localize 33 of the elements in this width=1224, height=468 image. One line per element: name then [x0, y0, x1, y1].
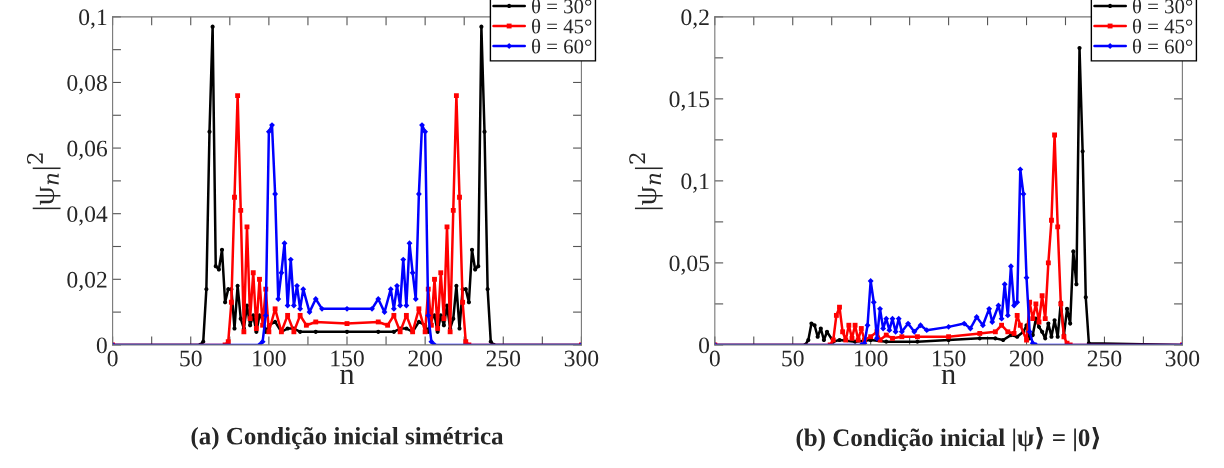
text: (b) Condição inicial |ψ⟩ = |0⟩ [796, 426, 1100, 452]
x-tick-label: 150 [331, 350, 364, 367]
x-axis-title: n [941, 369, 956, 385]
y-tick-label: 0,15 [669, 91, 710, 111]
legend-label: θ = 45° [532, 18, 592, 34]
x-axis-title: n [340, 369, 355, 385]
x-tick-label: 300 [1165, 350, 1200, 367]
x-tick-label: 300 [564, 350, 599, 367]
y-tick-label: 0,2 [681, 9, 709, 29]
legend-label: θ = 45° [1132, 18, 1193, 34]
y-tick-label: 0,05 [669, 255, 710, 275]
x-tick-label: 150 [932, 350, 966, 367]
y-tick-label: 0,04 [67, 206, 108, 226]
y-tick-label: 0,06 [67, 140, 108, 160]
x-tick-label: 250 [1087, 350, 1122, 367]
legend-label: θ = 60° [532, 38, 592, 54]
x-tick-label: 250 [486, 350, 521, 367]
x-tick-label: 100 [253, 350, 286, 367]
y-axis-title: |ψ$_{n}$|$^{2}$ [26, 153, 61, 210]
y-tick-label: 0 [699, 337, 710, 354]
x-tick-label: 50 [180, 350, 202, 367]
x-tick-label: 200 [408, 350, 442, 367]
y-tick-label: 0,02 [67, 271, 107, 292]
y-tick-label: 0,1 [79, 9, 107, 29]
y-axis-title: |ψ$_{n}$|$^{2}$ [629, 153, 663, 210]
legend-label: θ = 60° [1132, 38, 1193, 54]
y-tick-label: 0,1 [681, 173, 709, 193]
y-tick-label: 0,08 [67, 74, 107, 95]
text: (a) Condição inicial simétrica [191, 426, 504, 450]
x-tick-label: 200 [1009, 350, 1044, 367]
x-tick-label: 100 [855, 350, 888, 367]
y-tick-label: 0 [96, 337, 107, 354]
x-tick-label: 50 [782, 350, 804, 367]
